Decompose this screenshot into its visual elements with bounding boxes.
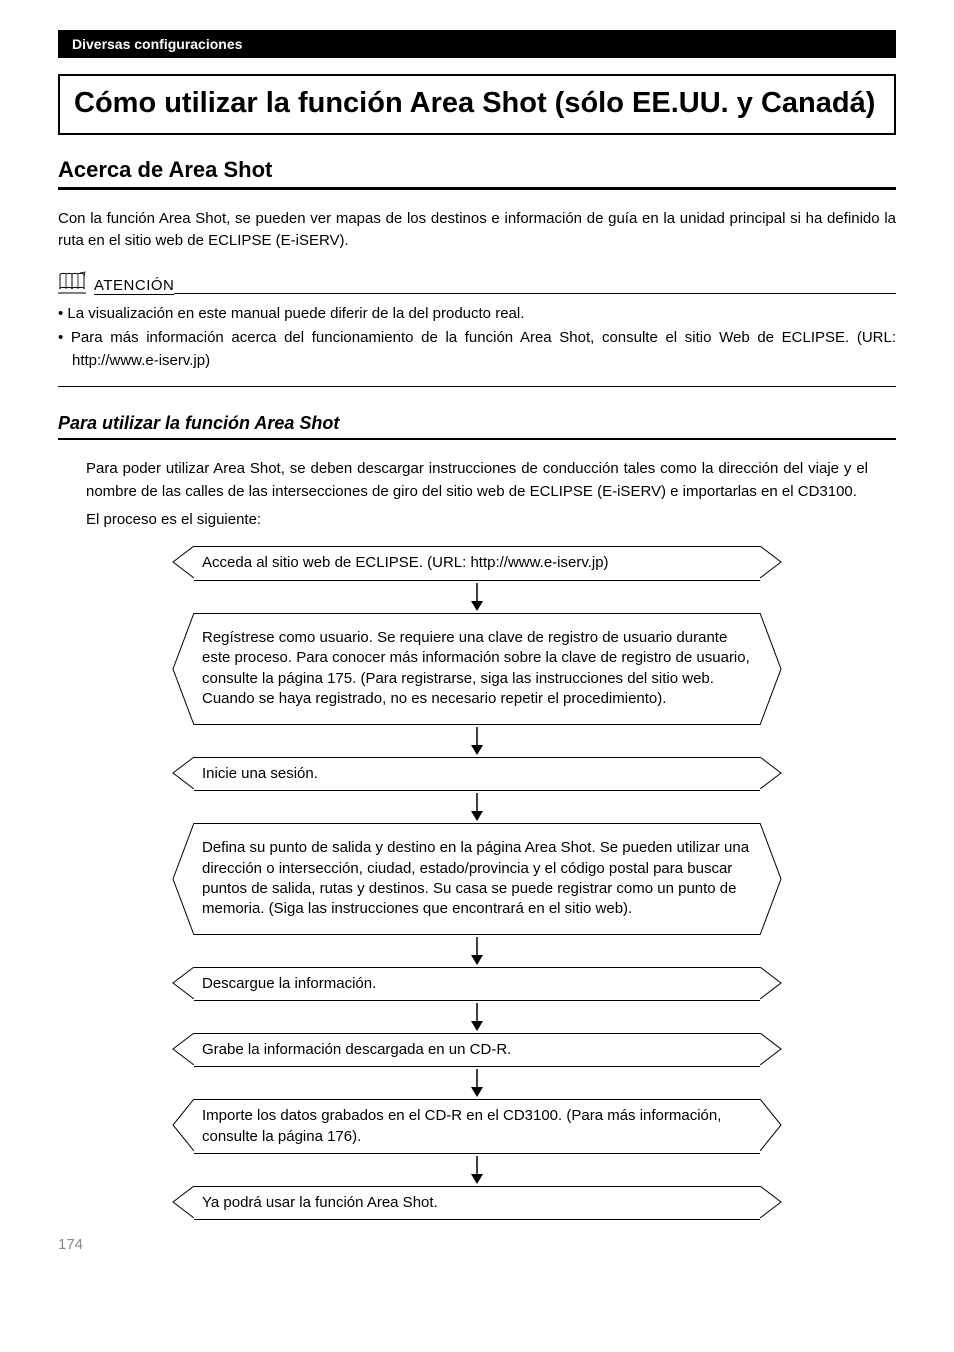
flow-step-text: Defina su punto de salida y destino en l…: [194, 823, 760, 935]
hex-right-cap: [760, 613, 782, 725]
down-arrow-icon: [466, 1156, 488, 1184]
down-arrow-icon: [466, 583, 488, 611]
down-arrow-icon: [466, 937, 488, 965]
hex-right-cap: [760, 546, 782, 578]
flow-step-text: Inicie una sesión.: [194, 757, 760, 791]
hex-left-cap: [172, 1033, 194, 1065]
section-divider: [58, 187, 896, 190]
down-arrow-icon: [466, 1069, 488, 1097]
flow-step-text: Importe los datos grabados en el CD-R en…: [194, 1099, 760, 1154]
sub-heading: Para utilizar la función Area Shot: [58, 413, 896, 434]
attention-list: La visualización en este manual puede di…: [58, 303, 896, 373]
hex-right-cap: [760, 823, 782, 935]
hex-left-cap: [172, 967, 194, 999]
title-box: Cómo utilizar la función Area Shot (sólo…: [58, 74, 896, 135]
main-title: Cómo utilizar la función Area Shot (sólo…: [74, 86, 880, 121]
sub-body-paragraph: Para poder utilizar Area Shot, se deben …: [86, 458, 868, 503]
hex-left-cap: [172, 1099, 194, 1151]
book-icon: [58, 271, 88, 295]
flowchart: Acceda al sitio web de ECLIPSE. (URL: ht…: [86, 546, 868, 1220]
flow-step-text: Descargue la información.: [194, 967, 760, 1001]
attention-header: ATENCIÓN: [58, 271, 896, 295]
attention-divider: [58, 386, 896, 387]
down-arrow-icon: [466, 793, 488, 821]
flow-step-text: Grabe la información descargada en un CD…: [194, 1033, 760, 1067]
hex-right-cap: [760, 1186, 782, 1218]
header-bar: Diversas configuraciones: [58, 30, 896, 58]
attention-item: La visualización en este manual puede di…: [58, 303, 896, 326]
flow-step: Ya podrá usar la función Area Shot.: [172, 1186, 782, 1220]
flow-step: Regístrese como usuario. Se requiere una…: [172, 613, 782, 725]
hex-left-cap: [172, 1186, 194, 1218]
flow-step-text: Ya podrá usar la función Area Shot.: [194, 1186, 760, 1220]
hex-right-cap: [760, 967, 782, 999]
flow-step: Importe los datos grabados en el CD-R en…: [172, 1099, 782, 1154]
attention-label: ATENCIÓN: [94, 277, 174, 295]
hex-right-cap: [760, 1033, 782, 1065]
attention-item: Para más información acerca del funciona…: [58, 327, 896, 372]
page-container: Diversas configuraciones Cómo utilizar l…: [0, 0, 954, 1273]
flow-step-text: Regístrese como usuario. Se requiere una…: [194, 613, 760, 725]
hex-right-cap: [760, 757, 782, 789]
hex-right-cap: [760, 1099, 782, 1151]
hex-left-cap: [172, 757, 194, 789]
process-intro: El proceso es el siguiente:: [86, 511, 868, 528]
hex-left-cap: [172, 823, 194, 935]
attention-underline: [174, 293, 896, 294]
flow-step: Inicie una sesión.: [172, 757, 782, 791]
flow-step: Grabe la información descargada en un CD…: [172, 1033, 782, 1067]
page-number: 174: [58, 1236, 896, 1253]
flow-step: Defina su punto de salida y destino en l…: [172, 823, 782, 935]
sub-divider: [58, 438, 896, 440]
down-arrow-icon: [466, 1003, 488, 1031]
section-heading: Acerca de Area Shot: [58, 157, 896, 183]
flow-step-text: Acceda al sitio web de ECLIPSE. (URL: ht…: [194, 546, 760, 580]
hex-left-cap: [172, 613, 194, 725]
hex-left-cap: [172, 546, 194, 578]
flow-step: Descargue la información.: [172, 967, 782, 1001]
down-arrow-icon: [466, 727, 488, 755]
intro-paragraph: Con la función Area Shot, se pueden ver …: [58, 208, 896, 253]
flow-step: Acceda al sitio web de ECLIPSE. (URL: ht…: [172, 546, 782, 580]
